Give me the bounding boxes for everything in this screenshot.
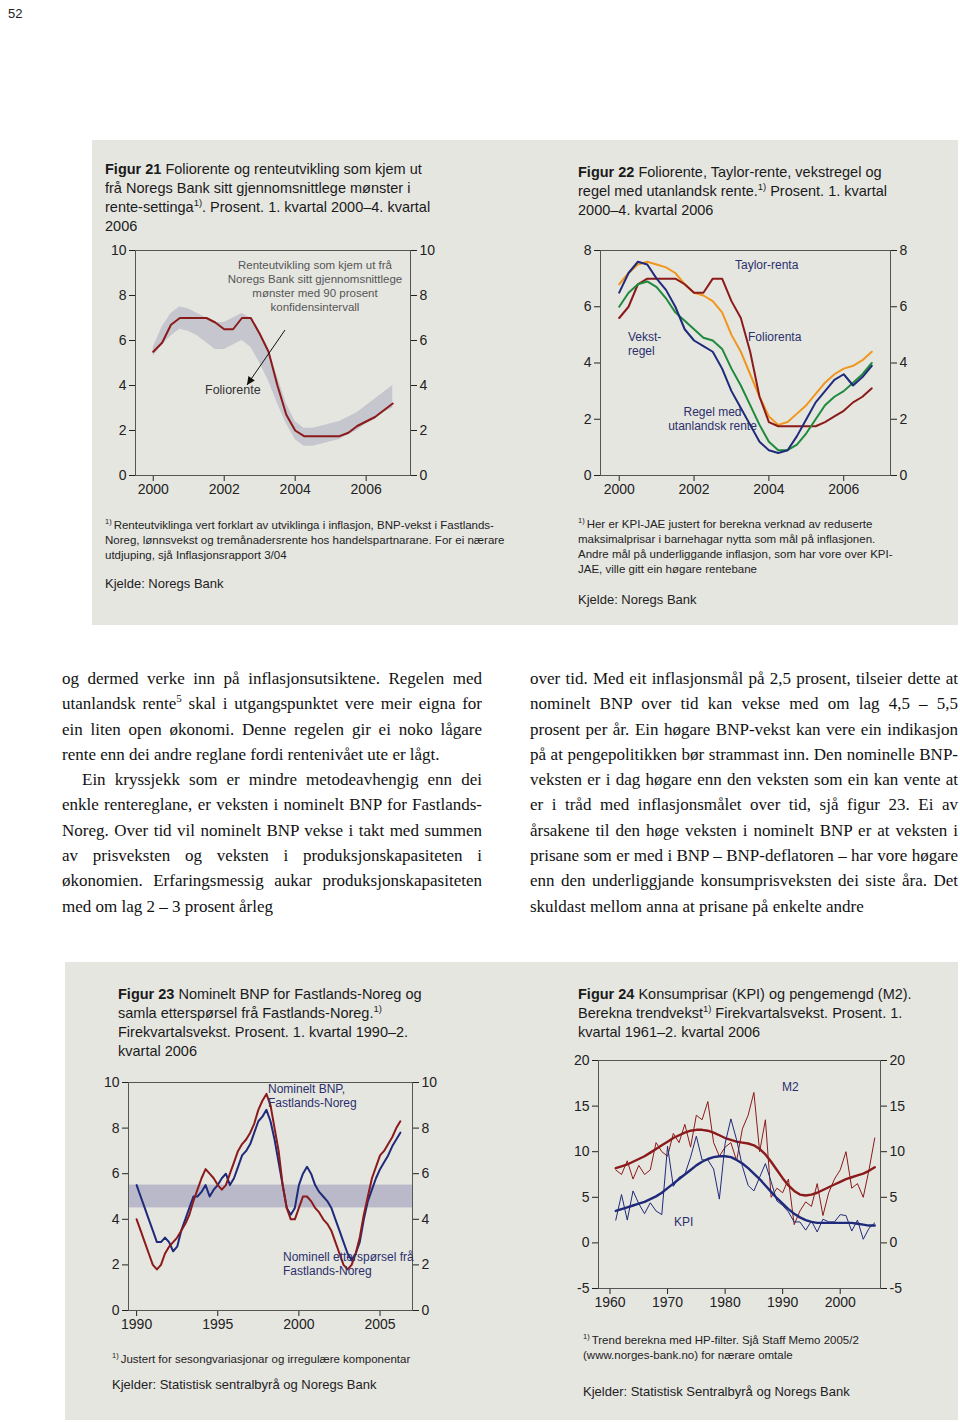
html-text:Ein kryssjekk som er mindre me: Ein kryssjekk som er mindre metodeavheng… xyxy=(62,770,482,916)
svg-text:0: 0 xyxy=(890,1234,898,1250)
svg-text:0: 0 xyxy=(119,467,127,483)
svg-text:10: 10 xyxy=(422,1074,438,1090)
html-text:52: 52 xyxy=(8,6,23,21)
svg-text:0: 0 xyxy=(584,467,592,483)
svg-text:4: 4 xyxy=(900,354,908,370)
svg-text:8: 8 xyxy=(119,287,127,303)
svg-text:2: 2 xyxy=(900,411,908,427)
svg-text:6: 6 xyxy=(900,298,908,314)
svg-text:6: 6 xyxy=(584,298,592,314)
svg-text:8: 8 xyxy=(112,1120,120,1136)
html-text:Kjelde: Noregs Bank: Kjelde: Noregs Bank xyxy=(105,576,224,591)
html-text:KPI: KPI xyxy=(674,1215,694,1229)
html-text:Taylor-renta: Taylor-renta xyxy=(735,258,799,272)
html-text:1)Renteutviklinga vert forklar: 1)Renteutviklinga vert forklart av utvik… xyxy=(105,517,505,561)
svg-text:1990: 1990 xyxy=(121,1316,152,1332)
html-text:Foliorente: Foliorente xyxy=(205,383,261,397)
svg-text:0: 0 xyxy=(900,467,908,483)
svg-text:1960: 1960 xyxy=(594,1294,625,1310)
html-text:Vekst-regel: Vekst-regel xyxy=(628,330,662,358)
svg-text:4: 4 xyxy=(584,354,592,370)
html-text:Kjelder: Statistisk sentralbyr: Kjelder: Statistisk sentralbyrå og Noreg… xyxy=(112,1377,377,1392)
svg-text:2005: 2005 xyxy=(364,1316,395,1332)
svg-text:2: 2 xyxy=(422,1256,430,1272)
svg-text:0: 0 xyxy=(422,1302,430,1318)
svg-text:8: 8 xyxy=(900,242,908,258)
html-text:1)Trend berekna med HP-filter.: 1)Trend berekna med HP-filter. Sjå Staff… xyxy=(583,1332,859,1361)
svg-text:6: 6 xyxy=(112,1165,120,1181)
svg-text:0: 0 xyxy=(420,467,428,483)
svg-text:10: 10 xyxy=(420,242,436,258)
svg-text:2000: 2000 xyxy=(283,1316,314,1332)
html-text:1)Her er KPI-JAE justert for b: 1)Her er KPI-JAE justert for berekna ver… xyxy=(578,516,893,575)
svg-text:10: 10 xyxy=(890,1143,906,1159)
html-text:M2: M2 xyxy=(782,1080,799,1094)
svg-text:1995: 1995 xyxy=(202,1316,233,1332)
html-text:Figur 24 Konsumprisar (KPI) og: Figur 24 Konsumprisar (KPI) og pengemeng… xyxy=(578,986,912,1040)
html-text:over tid. Med eit inflasjonsmå: over tid. Med eit inflasjonsmål på 2,5 p… xyxy=(530,669,958,916)
svg-text:8: 8 xyxy=(422,1120,430,1136)
svg-text:6: 6 xyxy=(119,332,127,348)
html-text:Kjelder: Statistisk Sentralbyr: Kjelder: Statistisk Sentralbyrå og Noreg… xyxy=(583,1384,850,1399)
svg-text:2002: 2002 xyxy=(678,481,709,497)
svg-text:-5: -5 xyxy=(577,1280,590,1296)
svg-text:6: 6 xyxy=(422,1165,430,1181)
svg-text:20: 20 xyxy=(574,1052,590,1068)
svg-text:2004: 2004 xyxy=(280,481,311,497)
html-text:Figur 21 Foliorente og renteut: Figur 21 Foliorente og renteutvikling so… xyxy=(105,161,431,234)
svg-text:0: 0 xyxy=(112,1302,120,1318)
svg-text:1990: 1990 xyxy=(767,1294,798,1310)
svg-text:2: 2 xyxy=(584,411,592,427)
svg-text:4: 4 xyxy=(112,1211,120,1227)
svg-text:5: 5 xyxy=(582,1189,590,1205)
svg-text:1970: 1970 xyxy=(652,1294,683,1310)
svg-text:4: 4 xyxy=(420,377,428,393)
svg-text:2002: 2002 xyxy=(209,481,240,497)
svg-text:2000: 2000 xyxy=(138,481,169,497)
svg-text:0: 0 xyxy=(582,1234,590,1250)
html-text:1)Justert for sesongvariasjona: 1)Justert for sesongvariasjonar og irreg… xyxy=(112,1351,411,1365)
html-text:Figur 23 Nominelt BNP for Fast: Figur 23 Nominelt BNP for Fastlands-Nore… xyxy=(118,986,422,1021)
svg-text:2000: 2000 xyxy=(604,481,635,497)
svg-text:8: 8 xyxy=(420,287,428,303)
svg-text:15: 15 xyxy=(890,1098,906,1114)
svg-text:2004: 2004 xyxy=(753,481,784,497)
svg-text:2: 2 xyxy=(119,422,127,438)
html-text:og dermed verke inn på inflasj: og dermed verke inn på inflasjonsutsikte… xyxy=(62,669,482,764)
html-text:Regel med utanlandsk rente: Regel med utanlandsk rente xyxy=(668,405,757,433)
svg-text:2006: 2006 xyxy=(828,481,859,497)
svg-text:10: 10 xyxy=(104,1074,120,1090)
svg-text:2006: 2006 xyxy=(351,481,382,497)
svg-text:2: 2 xyxy=(112,1256,120,1272)
html-text:Nominell etterspørsel frå Fast: Nominell etterspørsel frå Fastlands-Nore… xyxy=(283,1250,414,1278)
html-text:Firekvartalsvekst. Prosent. 1.: Firekvartalsvekst. Prosent. 1. kvartal 1… xyxy=(118,1024,409,1059)
html-text:Kjelde: Noregs Bank: Kjelde: Noregs Bank xyxy=(578,592,697,607)
svg-text:15: 15 xyxy=(574,1098,590,1114)
html-text:Renteutvikling som kjem ut frå: Renteutvikling som kjem ut frå Noregs Ba… xyxy=(227,259,403,313)
svg-text:10: 10 xyxy=(111,242,127,258)
html-text:Nominelt BNP, Fastlands-Noreg: Nominelt BNP, Fastlands-Noreg xyxy=(268,1082,357,1110)
html-text:Figur 22 Foliorente, Taylor-re: Figur 22 Foliorente, Taylor-rente, vekst… xyxy=(578,164,887,218)
svg-text:1980: 1980 xyxy=(710,1294,741,1310)
svg-text:5: 5 xyxy=(890,1189,898,1205)
svg-text:-5: -5 xyxy=(890,1280,903,1296)
svg-text:6: 6 xyxy=(420,332,428,348)
svg-text:4: 4 xyxy=(119,377,127,393)
svg-text:2000: 2000 xyxy=(825,1294,856,1310)
svg-text:4: 4 xyxy=(422,1211,430,1227)
svg-text:8: 8 xyxy=(584,242,592,258)
svg-text:20: 20 xyxy=(890,1052,906,1068)
svg-text:10: 10 xyxy=(574,1143,590,1159)
svg-text:2: 2 xyxy=(420,422,428,438)
html-text:Foliorenta: Foliorenta xyxy=(748,330,802,344)
